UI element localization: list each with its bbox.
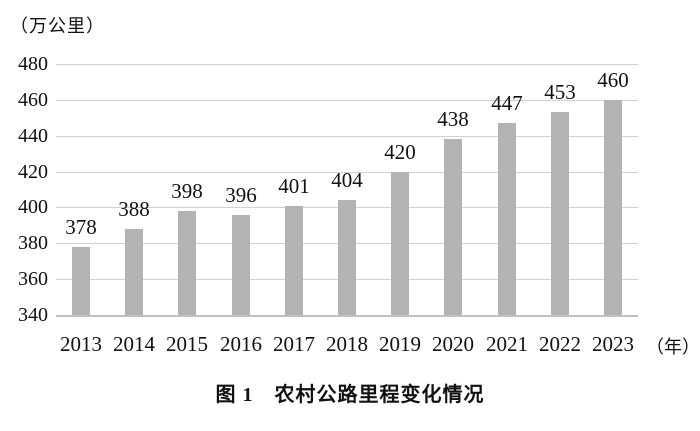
bar-2019 bbox=[391, 172, 409, 315]
bar-2017 bbox=[285, 206, 303, 315]
x-tick-label: 2023 bbox=[592, 332, 634, 356]
x-tick-label: 2021 bbox=[486, 332, 528, 356]
x-tick-label: 2020 bbox=[432, 332, 474, 356]
y-tick-label: 360 bbox=[18, 268, 48, 290]
x-axis-unit-label: （年） bbox=[646, 337, 700, 357]
y-tick-label: 440 bbox=[18, 125, 48, 147]
x-tick-label: 2014 bbox=[113, 332, 155, 356]
bar-value-label: 438 bbox=[437, 107, 469, 131]
x-tick-label: 2015 bbox=[166, 332, 208, 356]
bar-2018 bbox=[338, 200, 356, 315]
gridline bbox=[56, 64, 638, 65]
y-tick-label: 460 bbox=[18, 89, 48, 111]
x-tick-label: 2017 bbox=[273, 332, 315, 356]
gridline bbox=[56, 100, 638, 101]
y-tick-label: 340 bbox=[18, 304, 48, 326]
bar-2021 bbox=[498, 123, 516, 315]
bar-value-label: 447 bbox=[491, 91, 523, 115]
y-axis-unit-label: （万公里） bbox=[10, 16, 105, 36]
x-tick-label: 2019 bbox=[379, 332, 421, 356]
bar-value-label: 401 bbox=[278, 174, 310, 198]
y-tick-label: 480 bbox=[18, 53, 48, 75]
bar-value-label: 388 bbox=[118, 197, 150, 221]
bar-2014 bbox=[125, 229, 143, 315]
bar-value-label: 396 bbox=[225, 183, 257, 207]
figure-caption: 图 1 农村公路里程变化情况 bbox=[215, 384, 485, 406]
bar-2015 bbox=[178, 211, 196, 315]
bar-2013 bbox=[72, 247, 90, 315]
bar-2020 bbox=[444, 139, 462, 315]
bar-2016 bbox=[232, 215, 250, 315]
bar-value-label: 453 bbox=[544, 80, 576, 104]
bar-value-label: 404 bbox=[331, 168, 363, 192]
x-tick-label: 2022 bbox=[539, 332, 581, 356]
bar-value-label: 460 bbox=[597, 68, 629, 92]
y-tick-label: 420 bbox=[18, 161, 48, 183]
bar-value-label: 420 bbox=[384, 140, 416, 164]
y-tick-label: 400 bbox=[18, 196, 48, 218]
y-tick-label: 380 bbox=[18, 232, 48, 254]
gridline bbox=[56, 172, 638, 173]
x-tick-label: 2018 bbox=[326, 332, 368, 356]
bar-value-label: 378 bbox=[65, 215, 97, 239]
x-axis-line bbox=[56, 315, 638, 317]
bar-2022 bbox=[551, 112, 569, 315]
x-tick-label: 2016 bbox=[220, 332, 262, 356]
x-tick-label: 2013 bbox=[60, 332, 102, 356]
gridline bbox=[56, 136, 638, 137]
bar-2023 bbox=[604, 100, 622, 315]
bar-value-label: 398 bbox=[171, 179, 203, 203]
